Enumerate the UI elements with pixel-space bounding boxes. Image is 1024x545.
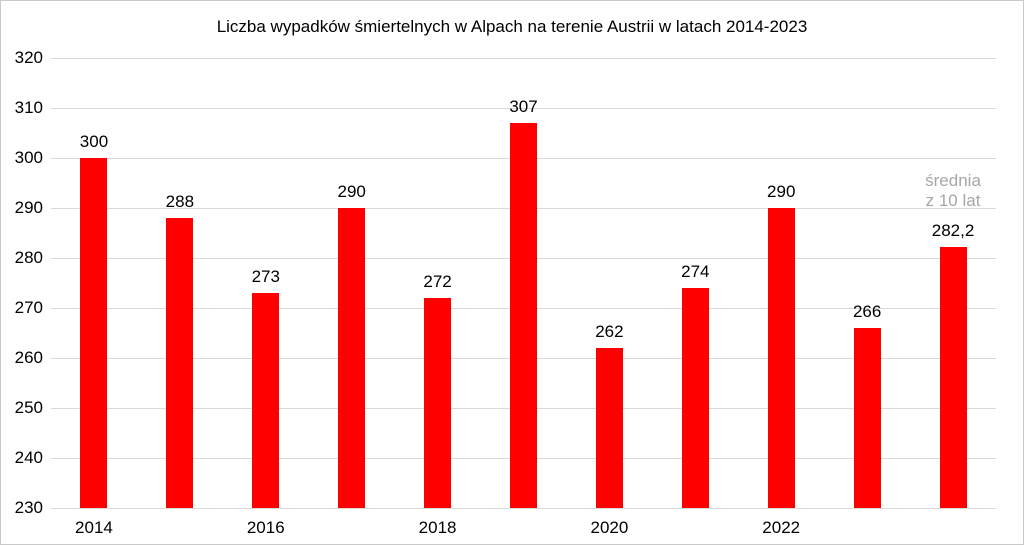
average-annotation-line: z 10 lat <box>925 191 981 210</box>
bar-value-label: 266 <box>852 302 882 321</box>
chart-title: Liczba wypadków śmiertelnych w Alpach na… <box>216 17 808 36</box>
bar <box>338 208 366 508</box>
y-tick-label: 240 <box>14 448 43 467</box>
y-tick-label: 310 <box>14 98 43 117</box>
x-tick-label: 2016 <box>246 518 285 537</box>
average-annotation-line: średnia <box>925 171 981 190</box>
x-tick-label: 2020 <box>590 518 629 537</box>
average-annotation: średnia z 10 lat <box>883 171 1023 211</box>
gridline <box>51 507 996 509</box>
plot-area: 300 288 273 290 272 307 262 274 290 266 282,2 <box>51 57 996 509</box>
y-tick-label: 250 <box>14 398 43 417</box>
bar <box>80 158 108 508</box>
x-tick-label: 2022 <box>762 518 801 537</box>
y-tick-label: 230 <box>14 498 43 517</box>
bar-value-label: 274 <box>681 262 710 281</box>
y-tick-label: 320 <box>14 48 43 67</box>
bar-value-label: 300 <box>79 132 109 151</box>
y-tick-label: 300 <box>14 148 43 167</box>
bar <box>510 123 537 508</box>
bar-value-label: 262 <box>595 322 624 341</box>
gridline <box>51 57 996 59</box>
bar <box>767 208 795 508</box>
y-tick-label: 280 <box>14 248 43 267</box>
bar-value-label: 288 <box>165 192 195 211</box>
bar-value-label: 290 <box>337 182 366 201</box>
bar <box>252 293 280 508</box>
bar-value-label: 282,2 <box>931 221 975 240</box>
y-tick-label: 290 <box>14 198 43 217</box>
x-tick-label: 2018 <box>418 518 457 537</box>
y-tick-label: 260 <box>14 348 43 367</box>
bar-value-label: 290 <box>767 182 796 201</box>
bar-value-label: 273 <box>251 267 280 286</box>
bar <box>595 348 623 508</box>
bar <box>853 328 881 508</box>
x-tick-label: 2014 <box>75 518 113 537</box>
bar <box>424 298 452 508</box>
bar-value-label: 272 <box>423 272 452 291</box>
bar <box>681 288 709 508</box>
bar <box>939 247 967 508</box>
y-tick-label: 270 <box>14 298 43 317</box>
gridline <box>51 107 996 109</box>
bar <box>166 218 194 508</box>
bar-value-label: 307 <box>509 97 538 116</box>
